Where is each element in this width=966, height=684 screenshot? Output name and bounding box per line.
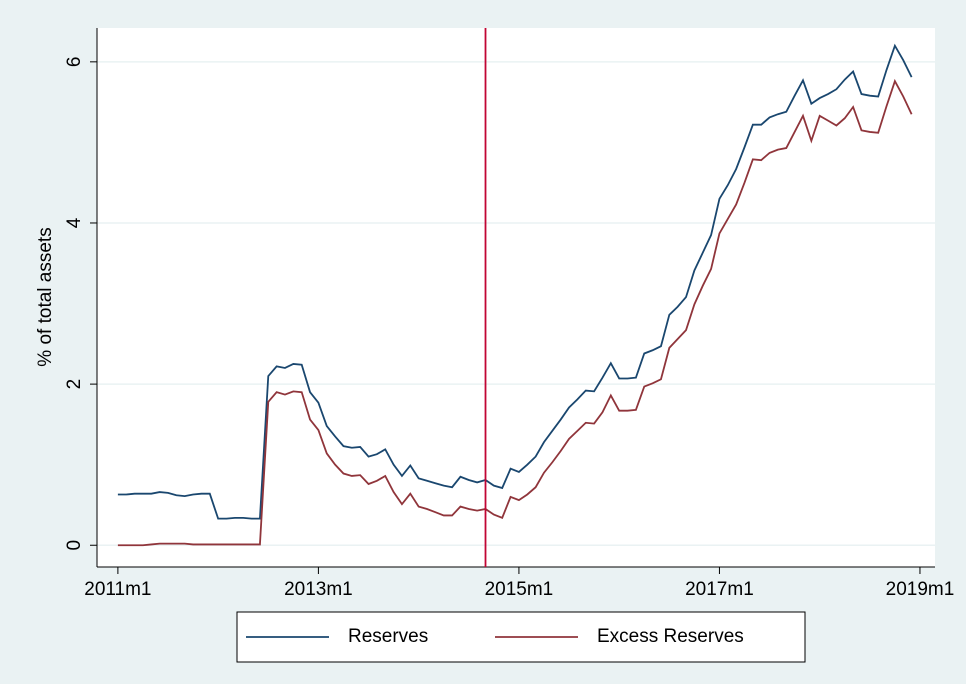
legend-label: Reserves xyxy=(348,626,428,647)
series-line xyxy=(117,78,913,547)
plot-area xyxy=(97,28,935,567)
y-tick-label: 0 xyxy=(64,540,85,551)
y-tick-label: 6 xyxy=(64,57,85,68)
y-axis-label: % of total assets xyxy=(35,227,56,366)
series-line xyxy=(117,43,913,520)
x-tick-label: 2015m1 xyxy=(485,579,554,600)
x-tick-label: 2017m1 xyxy=(685,579,754,600)
legend-label: Excess Reserves xyxy=(597,626,744,647)
x-tick-label: 2013m1 xyxy=(284,579,353,600)
x-tick-label: 2019m1 xyxy=(886,579,955,600)
x-tick-label: 2011m1 xyxy=(84,579,151,600)
y-tick-label: 2 xyxy=(64,379,85,390)
y-tick-label: 4 xyxy=(64,217,85,228)
